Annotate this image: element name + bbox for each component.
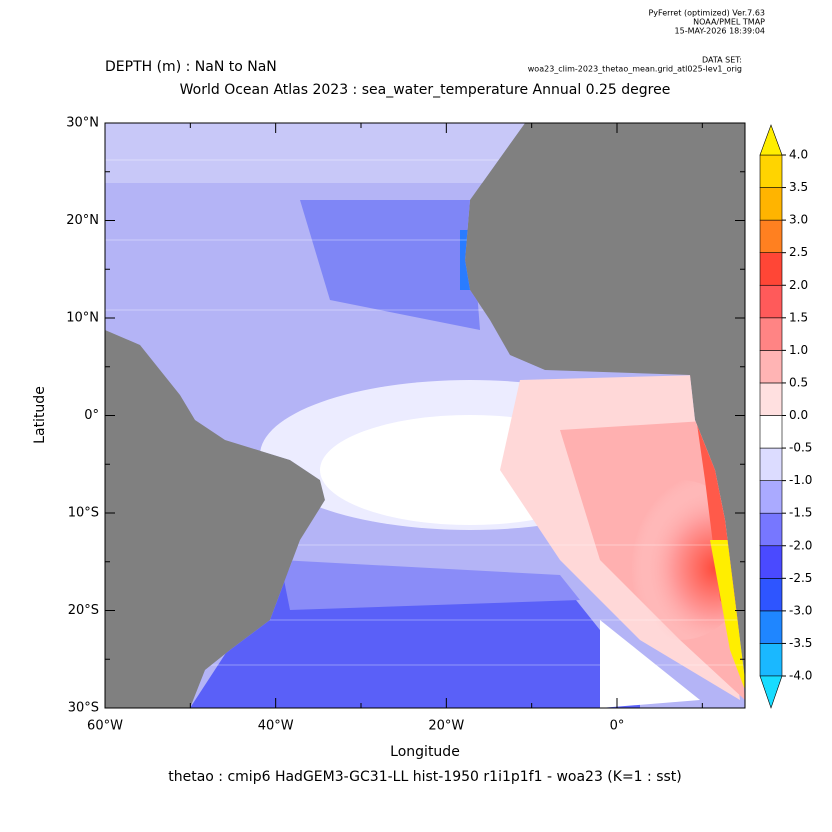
colorbar-box — [759, 350, 783, 384]
colorbar-label: -1.0 — [789, 473, 812, 487]
colorbar-over — [759, 124, 783, 156]
colorbar-box — [759, 219, 783, 253]
colorbar-box — [759, 447, 783, 481]
x-tick-label: 60°W — [87, 719, 123, 734]
colorbar-label: 2.0 — [789, 278, 808, 292]
dataset-label: DATA SET: — [702, 56, 742, 65]
colorbar-box — [759, 480, 783, 514]
caption: thetao : cmip6 HadGEM3-GC31-LL hist-1950… — [168, 769, 682, 785]
colorbar-label: 2.5 — [789, 245, 808, 259]
colorbar-label: 0.5 — [789, 375, 808, 389]
colorbar-box — [759, 284, 783, 319]
colorbar-label: -3.0 — [789, 603, 812, 617]
colorbar-label: -2.0 — [789, 538, 812, 552]
colorbar-box — [759, 512, 783, 547]
timestamp: 15-MAY-2026 18:39:04 — [675, 27, 765, 36]
x-tick-label: 0° — [610, 719, 625, 734]
colorbar-box — [759, 382, 783, 416]
y-axis-label: Latitude — [32, 386, 48, 444]
colorbar-box — [759, 252, 783, 286]
y-tick-label: 10°N — [66, 311, 99, 326]
colorbar-label: -3.5 — [789, 636, 812, 650]
colorbar-label: 0.0 — [789, 408, 808, 422]
colorbar-box — [759, 415, 783, 449]
colorbar-box — [759, 578, 783, 612]
colorbar-label: 1.5 — [789, 310, 808, 324]
y-tick-label: 0° — [84, 408, 99, 423]
colorbar-label: -0.5 — [789, 441, 812, 455]
x-tick-label: 20°W — [428, 719, 464, 734]
colorbar-label: 1.0 — [789, 343, 808, 357]
colorbar-box — [759, 610, 783, 644]
colorbar-under — [759, 675, 783, 709]
depth-label: DEPTH (m) : NaN to NaN — [105, 59, 277, 75]
colorbar-label: -2.5 — [789, 571, 812, 585]
colorbar-label: -1.5 — [789, 506, 812, 520]
org: NOAA/PMEL TMAP — [693, 18, 765, 27]
colorbar-box — [759, 545, 783, 579]
program: PyFerret (optimized) Ver.7.63 — [648, 9, 765, 18]
y-tick-label: 20°S — [68, 603, 99, 618]
chart-title: World Ocean Atlas 2023 : sea_water_tempe… — [180, 82, 671, 98]
colorbar-box — [759, 317, 783, 351]
colorbar-box — [759, 643, 783, 677]
colorbar-label: 3.5 — [789, 180, 808, 194]
colorbar-label: 4.0 — [789, 148, 808, 162]
colorbar-box — [759, 187, 783, 221]
dataset: woa23_clim-2023_thetao_mean.grid_atl025-… — [528, 65, 742, 74]
colorbar-label: -4.0 — [789, 669, 812, 683]
y-tick-label: 30°S — [68, 701, 99, 716]
x-tick-label: 40°W — [258, 719, 294, 734]
y-tick-label: 10°S — [68, 506, 99, 521]
y-tick-label: 30°N — [66, 116, 99, 131]
x-axis-label: Longitude — [390, 744, 460, 760]
map-field — [104, 122, 746, 709]
y-tick-label: 20°N — [66, 213, 99, 228]
colorbar-box — [759, 154, 783, 188]
colorbar-label: 3.0 — [789, 213, 808, 227]
